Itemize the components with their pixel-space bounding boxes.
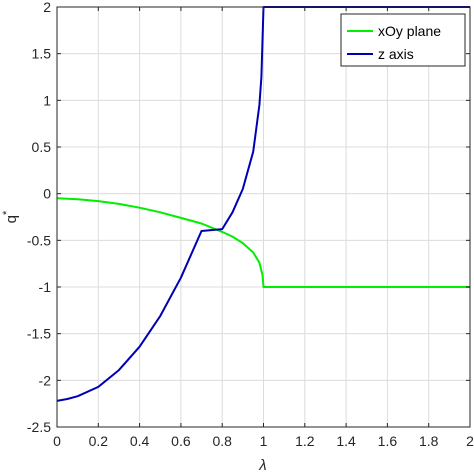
x-tick-label: 0.6 bbox=[171, 433, 191, 449]
y-tick-label: -1.5 bbox=[27, 326, 51, 342]
legend: xOy plane z axis bbox=[340, 13, 466, 67]
y-axis-label: q* bbox=[1, 210, 20, 223]
x-tick-label: 0.4 bbox=[130, 433, 150, 449]
legend-label-xoy-plane: xOy plane bbox=[378, 23, 441, 39]
series-line-xoy-plane bbox=[56, 197, 470, 288]
x-tick-label: 1.2 bbox=[295, 433, 315, 449]
x-axis-label: λ bbox=[258, 457, 266, 474]
y-tick-label: -2.5 bbox=[27, 419, 51, 435]
y-tick-label: 1.5 bbox=[32, 46, 52, 62]
x-tick-label: 1 bbox=[260, 433, 268, 449]
x-tick-label: 1.4 bbox=[336, 433, 356, 449]
y-axis-label-main: q bbox=[3, 215, 20, 223]
x-tick-label: 1.8 bbox=[419, 433, 439, 449]
legend-label-z-axis: z axis bbox=[378, 46, 414, 62]
ticks bbox=[56, 6, 471, 428]
x-tick-label: 0.2 bbox=[89, 433, 109, 449]
tick-labels: 0 0.2 0.4 0.6 0.8 1 1.2 1.4 1.6 1.8 2 2 1.5 1 0.5 0 -0.5… bbox=[27, 0, 474, 449]
x-tick-label: 0.8 bbox=[212, 433, 232, 449]
y-tick-label: 2 bbox=[43, 0, 51, 15]
y-tick-label: 0.5 bbox=[32, 139, 52, 155]
y-axis-label-superscript: * bbox=[1, 210, 13, 215]
y-tick-label: 1 bbox=[43, 92, 51, 108]
y-tick-label: 0 bbox=[43, 186, 51, 202]
x-tick-label: 0 bbox=[53, 433, 61, 449]
y-tick-label: -1 bbox=[39, 279, 52, 295]
y-tick-label: -2 bbox=[39, 372, 52, 388]
x-tick-label: 2 bbox=[466, 433, 474, 449]
y-tick-label: -0.5 bbox=[27, 232, 51, 248]
x-tick-label: 1.6 bbox=[378, 433, 398, 449]
legend-box bbox=[340, 13, 466, 67]
